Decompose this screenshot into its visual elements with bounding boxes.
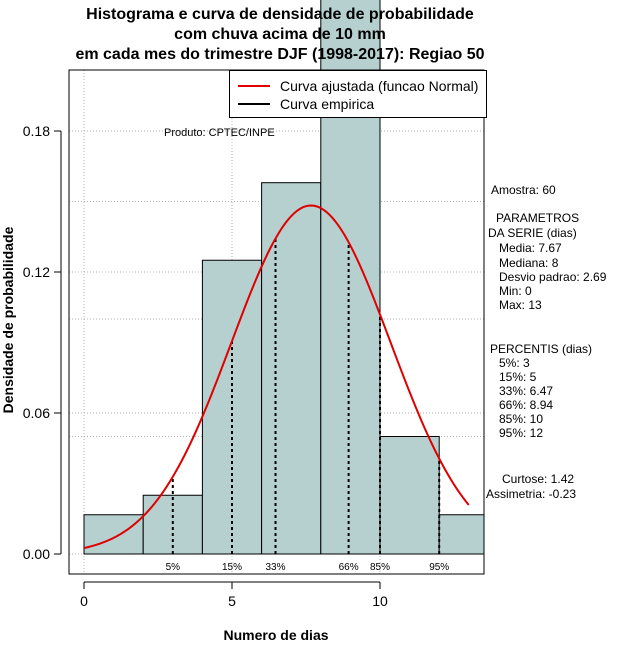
percentile-label-4: 85%	[370, 562, 390, 573]
x-tick-label-1: 5	[228, 593, 236, 609]
percentile-label-1: 15%	[222, 562, 242, 573]
percentis-title: PERCENTIS (dias)	[490, 342, 593, 356]
stat-max: Max: 13	[499, 298, 542, 312]
x-axis-label: Numero de dias	[223, 627, 328, 643]
percentile-label-2: 33%	[266, 562, 286, 573]
stat-assimetria: Assimetria: -0.23	[486, 487, 577, 501]
histogram-bar-6	[438, 514, 485, 555]
histogram-bar-0	[83, 514, 144, 555]
percentile-label-3: 66%	[339, 562, 359, 573]
x-tick-label-2: 10	[372, 593, 388, 609]
y-axis-label: Densidade de probabilidade	[0, 226, 16, 413]
legend: Curva ajustada (funcao Normal) Curva emp…	[229, 70, 487, 118]
axes-layer: 0 5 10 0.00 0.06 0.12 0.18	[23, 123, 388, 609]
params-title-2: DA SERIE (dias)	[488, 226, 577, 240]
y-tick-label-3: 0.18	[23, 123, 50, 139]
stat-mediana: Mediana: 8	[499, 256, 559, 270]
chart-title-line-3: em cada mes do trimestre DJF (1998-2017)…	[75, 46, 485, 63]
stat-p66: 66%: 8.94	[499, 398, 554, 412]
sample-size: Amostra: 60	[491, 183, 556, 197]
stat-curtose: Curtose: 1.42	[502, 472, 575, 486]
chart-title-line-1: Histograma e curva de densidade de proba…	[86, 6, 474, 23]
histogram-bar-5	[379, 436, 440, 555]
legend-black-line	[238, 103, 270, 105]
percentile-lines: 5% 15% 33% 66% 85% 95%	[166, 238, 449, 573]
legend-fitted-label: Curva ajustada (funcao Normal)	[280, 78, 479, 94]
legend-item-fitted: Curva ajustada (funcao Normal)	[238, 77, 478, 95]
stat-desvio: Desvio padrao: 2.69	[499, 270, 607, 284]
stat-p85: 85%: 10	[499, 412, 544, 426]
stat-min: Min: 0	[499, 284, 532, 298]
legend-red-line	[238, 85, 270, 87]
histogram-bar-3	[261, 182, 322, 555]
stat-media: Media: 7.67	[499, 241, 562, 255]
percentile-label-5: 95%	[429, 562, 449, 573]
stat-p15: 15%: 5	[499, 370, 537, 384]
y-tick-label-1: 0.06	[23, 405, 50, 421]
legend-empirical-label: Curva empirica	[280, 96, 375, 112]
x-tick-label-0: 0	[80, 593, 88, 609]
chart-title-line-2: com chuva acima de 10 mm	[174, 26, 386, 43]
y-tick-label-0: 0.00	[23, 546, 50, 562]
product-label: Produto: CPTEC/INPE	[164, 127, 275, 139]
normal-fit-curve	[83, 204, 470, 549]
legend-item-empirical: Curva empirica	[238, 95, 374, 113]
percentile-label-0: 5%	[166, 562, 181, 573]
stat-p95: 95%: 12	[499, 426, 544, 440]
stat-p33: 33%: 6.47	[499, 384, 554, 398]
y-tick-label-2: 0.12	[23, 264, 50, 280]
params-title-1: PARAMETROS	[496, 211, 580, 225]
stat-p5: 5%: 3	[499, 356, 530, 370]
